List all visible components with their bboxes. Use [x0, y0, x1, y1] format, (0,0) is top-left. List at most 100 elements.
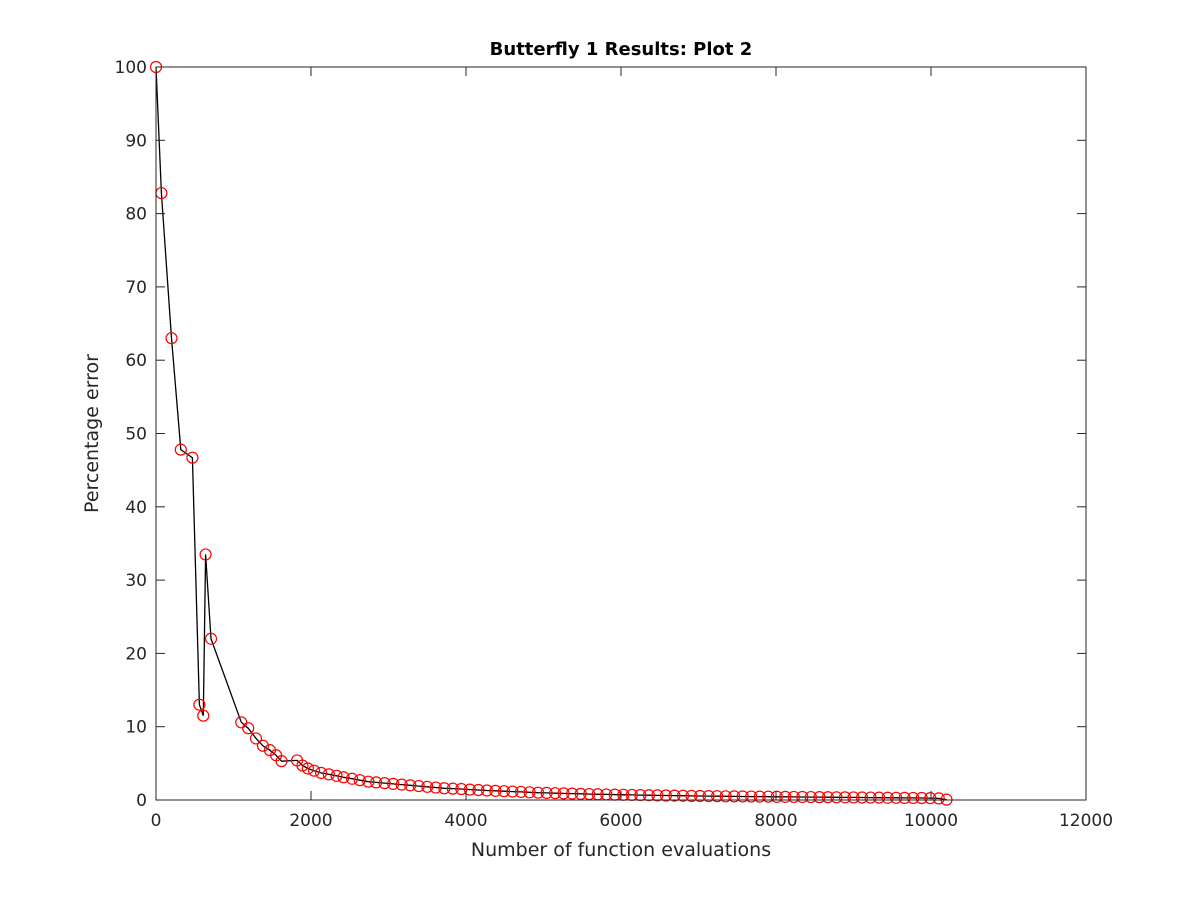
data-point-marker: [830, 791, 843, 804]
data-point-marker: [242, 722, 255, 735]
data-point-marker: [762, 790, 775, 803]
data-point-marker: [362, 775, 375, 788]
data-point-marker: [438, 782, 451, 795]
data-point-marker: [345, 772, 359, 785]
data-point-marker: [907, 791, 920, 805]
data-point-marker: [514, 785, 528, 799]
data-point-marker: [404, 779, 417, 792]
data-point-marker: [668, 789, 681, 802]
data-point-marker: [249, 732, 263, 745]
data-point-marker: [308, 764, 321, 777]
data-point-marker: [710, 790, 724, 803]
data-point-marker: [779, 790, 792, 803]
data-point-marker: [685, 789, 698, 802]
y-tick-label: 50: [125, 425, 147, 445]
y-tick-label: 80: [125, 205, 147, 225]
x-tick-label: 6000: [599, 811, 642, 831]
data-point-marker: [676, 789, 690, 802]
data-point-marker: [787, 790, 800, 804]
data-point-marker: [330, 769, 343, 782]
y-tick-label: 100: [115, 58, 147, 78]
data-point-marker: [378, 777, 391, 790]
data-point-marker: [813, 791, 826, 804]
x-tick-label: 10000: [904, 811, 958, 831]
data-point-marker: [821, 791, 835, 804]
data-point-marker: [736, 790, 749, 803]
data-point-marker: [186, 451, 199, 464]
data-point-marker: [421, 780, 434, 793]
data-point-marker: [387, 777, 400, 790]
data-point-marker: [322, 768, 335, 781]
data-point-marker: [796, 790, 809, 804]
data-point-marker: [634, 788, 647, 802]
data-point-marker: [337, 771, 350, 784]
data-point-marker: [446, 782, 459, 795]
data-point-marker: [395, 778, 408, 791]
y-tick-label: 0: [136, 791, 147, 811]
data-point-marker: [932, 792, 945, 805]
data-point-marker: [924, 791, 937, 805]
data-point-marker: [256, 739, 270, 752]
data-point-marker: [193, 698, 206, 711]
chart-title: Butterfly 1 Results: Plot 2: [490, 39, 753, 60]
data-point-marker: [429, 781, 442, 794]
data-point-marker: [659, 789, 673, 802]
data-point-marker: [864, 791, 877, 804]
data-point-marker: [301, 762, 314, 775]
data-point-marker: [472, 783, 485, 797]
data-point-marker: [480, 784, 494, 797]
data-point-marker: [506, 785, 519, 798]
data-point-marker: [770, 790, 783, 803]
data-point-marker: [412, 779, 425, 793]
y-tick-label: 40: [125, 498, 147, 518]
data-point-marker: [174, 443, 187, 456]
data-point-marker: [314, 766, 328, 779]
data-point-marker: [838, 791, 852, 804]
y-tick-label: 10: [125, 718, 147, 738]
y-tick-label: 60: [125, 351, 147, 371]
data-point-marker: [890, 791, 903, 804]
x-tick-label: 12000: [1059, 811, 1113, 831]
data-point-marker: [898, 791, 911, 804]
data-point-marker: [370, 776, 383, 789]
data-point-marker: [275, 755, 288, 768]
data-point-marker: [693, 789, 707, 803]
data-point-marker: [497, 785, 511, 798]
data-point-marker: [855, 791, 869, 804]
data-point-marker: [549, 787, 562, 800]
x-tick-label: 4000: [444, 811, 487, 831]
data-point-marker: [872, 791, 886, 804]
y-tick-label: 30: [125, 571, 147, 591]
chart-ticks: 0 2000 4000 6000 8000 10000 12000 0 10 20 30 40 50 60…: [115, 58, 1114, 831]
data-point-marker: [651, 789, 664, 802]
data-point-marker: [540, 786, 553, 799]
chart-marks: [149, 60, 953, 806]
data-point-marker: [745, 790, 758, 803]
data-point-marker: [523, 786, 536, 799]
data-point-marker: [197, 709, 210, 722]
y-tick-label: 90: [125, 131, 147, 151]
data-point-marker: [165, 332, 178, 345]
x-tick-label: 8000: [754, 811, 797, 831]
x-tick-label: 0: [151, 811, 162, 831]
data-point-marker: [847, 791, 860, 804]
y-tick-label: 70: [125, 278, 147, 298]
x-tick-label: 2000: [289, 811, 332, 831]
data-point-marker: [642, 789, 656, 802]
data-point-marker: [489, 784, 502, 797]
data-point-marker: [574, 787, 587, 800]
y-axis-label: Percentage error: [81, 354, 103, 513]
data-point-marker: [199, 548, 212, 561]
data-point-marker: [753, 790, 766, 803]
data-point-marker: [719, 790, 732, 803]
x-axis-label: Number of function evaluations: [471, 839, 771, 861]
data-point-marker: [557, 787, 570, 800]
data-point-marker: [702, 790, 715, 803]
plot-area-background: [156, 67, 1086, 800]
data-point-marker: [881, 791, 894, 804]
data-point-marker: [353, 774, 366, 787]
y-tick-label: 20: [125, 644, 147, 664]
data-point-marker: [531, 786, 545, 799]
